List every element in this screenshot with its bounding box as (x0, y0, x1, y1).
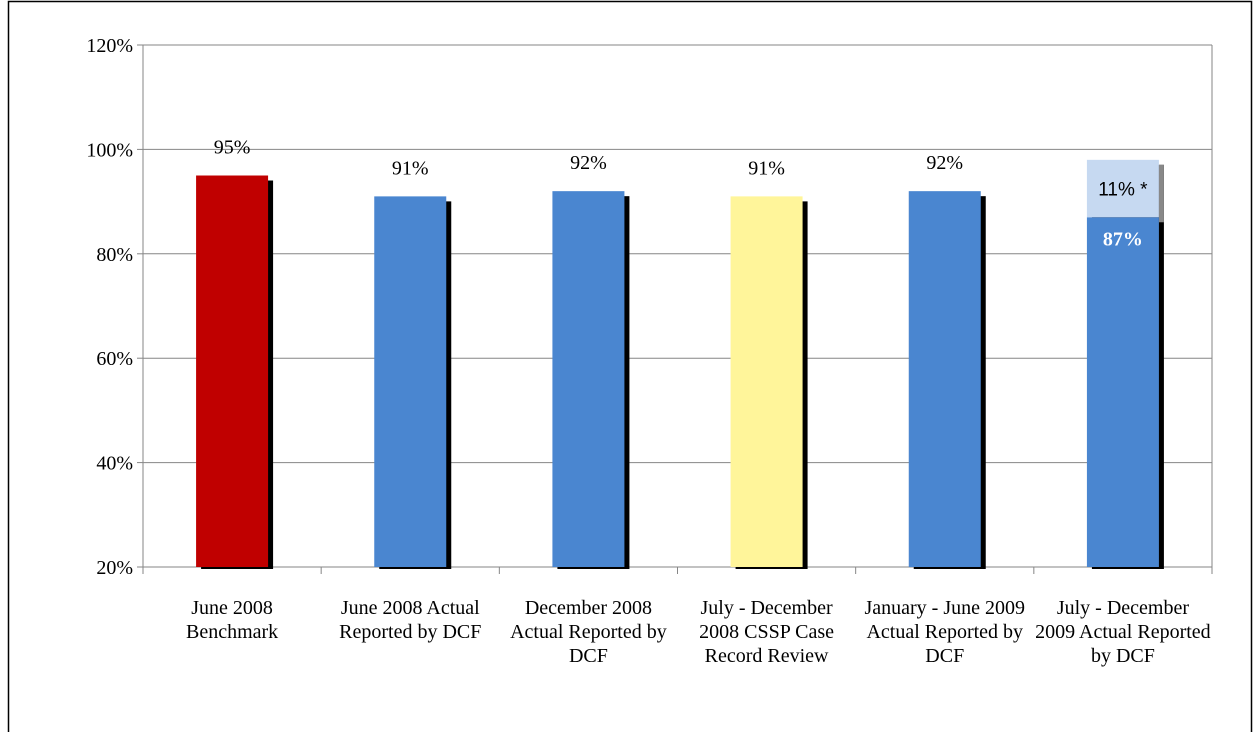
x-tick-label: June 2008 Benchmark (185, 597, 279, 643)
value-label: 91% (392, 157, 429, 179)
bar (908, 191, 981, 567)
x-tick-label: July - December 2009 Actual Reported by … (1035, 597, 1211, 667)
x-tick-label: January - June 2009 Actual Reported by D… (864, 597, 1026, 667)
bar (196, 175, 269, 567)
value-label: 91% (748, 157, 785, 179)
bar-shadow (1158, 164, 1164, 223)
y-tick-label: 60% (96, 348, 133, 370)
value-label: 92% (926, 152, 963, 174)
bar (730, 196, 803, 567)
bar (374, 196, 447, 567)
y-tick-label: 20% (96, 557, 133, 579)
bar-segment (1086, 159, 1159, 218)
y-tick-label: 120% (86, 35, 133, 57)
x-tick-label: June 2008 Actual Reported by DCF (339, 597, 482, 643)
value-label: 92% (570, 152, 607, 174)
frame (7, 0, 1253, 732)
value-label: 95% (214, 137, 251, 159)
stack-value-label: 11% * (1098, 180, 1148, 201)
bar (552, 191, 625, 567)
x-tick-label: December 2008 Actual Reported by DCF (510, 597, 667, 667)
bar (1086, 217, 1159, 567)
y-tick-label: 40% (96, 453, 133, 475)
y-tick-label: 100% (86, 139, 133, 161)
y-tick-label: 80% (96, 244, 133, 266)
x-tick-label: July - December 2008 CSSP Case Record Re… (699, 597, 834, 667)
value-label: 87% (1103, 228, 1143, 250)
